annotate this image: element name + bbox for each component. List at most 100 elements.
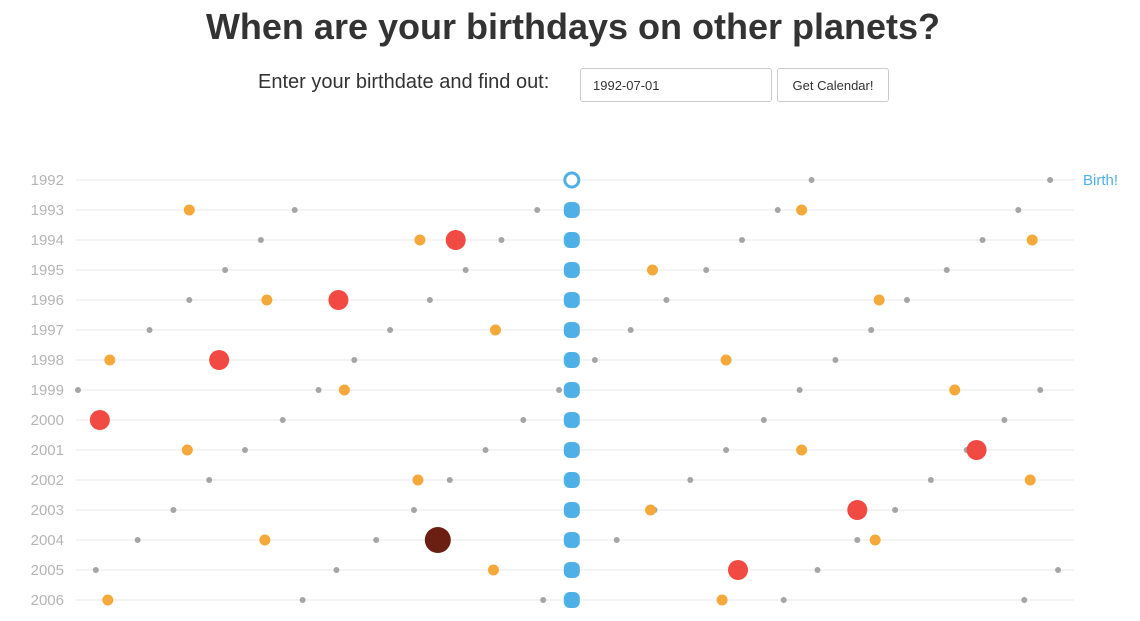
mercury-birthday-marker[interactable] xyxy=(703,267,710,273)
mercury-birthday-marker[interactable] xyxy=(832,357,839,363)
mercury-birthday-marker[interactable] xyxy=(534,207,541,213)
mercury-birthday-marker[interactable] xyxy=(257,237,264,243)
mercury-birthday-marker[interactable] xyxy=(780,597,787,603)
earth-birthday-marker[interactable] xyxy=(563,322,580,338)
mercury-birthday-marker[interactable] xyxy=(299,597,306,603)
venus-birthday-marker[interactable] xyxy=(181,444,193,456)
mercury-birthday-marker[interactable] xyxy=(222,267,229,273)
mercury-birthday-marker[interactable] xyxy=(1015,207,1022,213)
mercury-birthday-marker[interactable] xyxy=(738,237,745,243)
mercury-birthday-marker[interactable] xyxy=(498,237,505,243)
mercury-birthday-marker[interactable] xyxy=(1001,417,1008,423)
venus-birthday-marker[interactable] xyxy=(1024,474,1036,486)
mercury-birthday-marker[interactable] xyxy=(333,567,340,573)
venus-birthday-marker[interactable] xyxy=(796,204,808,216)
mercury-birthday-marker[interactable] xyxy=(92,567,99,573)
venus-birthday-marker[interactable] xyxy=(796,444,808,456)
venus-birthday-marker[interactable] xyxy=(716,594,728,606)
mars-birthday-marker[interactable] xyxy=(847,500,868,520)
mercury-birthday-marker[interactable] xyxy=(279,417,286,423)
earth-birthday-marker[interactable] xyxy=(563,382,580,398)
mars-birthday-marker[interactable] xyxy=(328,290,349,310)
mercury-birthday-marker[interactable] xyxy=(591,357,598,363)
mercury-birthday-marker[interactable] xyxy=(613,537,620,543)
venus-birthday-marker[interactable] xyxy=(873,294,885,306)
mercury-birthday-marker[interactable] xyxy=(74,387,81,393)
mercury-birthday-marker[interactable] xyxy=(723,447,730,453)
venus-birthday-marker[interactable] xyxy=(183,204,195,216)
mercury-birthday-marker[interactable] xyxy=(760,417,767,423)
venus-birthday-marker[interactable] xyxy=(949,384,961,396)
earth-birthday-marker[interactable] xyxy=(563,352,580,368)
venus-birthday-marker[interactable] xyxy=(102,594,114,606)
mercury-birthday-marker[interactable] xyxy=(814,567,821,573)
venus-birthday-marker[interactable] xyxy=(1026,234,1038,246)
venus-birthday-marker[interactable] xyxy=(647,264,659,276)
mercury-birthday-marker[interactable] xyxy=(315,387,322,393)
mercury-birthday-marker[interactable] xyxy=(868,327,875,333)
mercury-birthday-marker[interactable] xyxy=(1037,387,1044,393)
earth-birthday-marker[interactable] xyxy=(563,502,580,518)
mercury-birthday-marker[interactable] xyxy=(979,237,986,243)
get-calendar-button[interactable]: Get Calendar! xyxy=(777,68,889,102)
venus-birthday-marker[interactable] xyxy=(412,474,424,486)
earth-birthday-marker[interactable] xyxy=(563,232,580,248)
mercury-birthday-marker[interactable] xyxy=(186,297,193,303)
earth-birthday-marker[interactable] xyxy=(563,592,580,608)
venus-birthday-marker[interactable] xyxy=(487,564,499,576)
mercury-birthday-marker[interactable] xyxy=(687,477,694,483)
mercury-birthday-marker[interactable] xyxy=(774,207,781,213)
mars-birthday-marker[interactable] xyxy=(209,350,230,370)
mars-birthday-marker[interactable] xyxy=(445,230,466,250)
mercury-birthday-marker[interactable] xyxy=(540,597,547,603)
venus-birthday-marker[interactable] xyxy=(338,384,350,396)
mercury-birthday-marker[interactable] xyxy=(426,297,433,303)
mercury-birthday-marker[interactable] xyxy=(170,507,177,513)
mercury-birthday-marker[interactable] xyxy=(241,447,248,453)
earth-birthday-marker[interactable] xyxy=(563,292,580,308)
mercury-birthday-marker[interactable] xyxy=(663,297,670,303)
earth-birthday-marker[interactable] xyxy=(563,472,580,488)
mercury-birthday-marker[interactable] xyxy=(796,387,803,393)
venus-birthday-marker[interactable] xyxy=(104,354,116,366)
earth-birthday-marker[interactable] xyxy=(563,262,580,278)
mercury-birthday-marker[interactable] xyxy=(482,447,489,453)
mercury-birthday-marker[interactable] xyxy=(351,357,358,363)
mercury-birthday-marker[interactable] xyxy=(943,267,950,273)
venus-birthday-marker[interactable] xyxy=(720,354,732,366)
mercury-birthday-marker[interactable] xyxy=(1047,177,1054,183)
venus-birthday-marker[interactable] xyxy=(414,234,426,246)
mercury-birthday-marker[interactable] xyxy=(556,387,563,393)
mercury-birthday-marker[interactable] xyxy=(291,207,298,213)
earth-birthday-marker[interactable] xyxy=(563,442,580,458)
earth-birthday-marker[interactable] xyxy=(563,532,580,548)
birth-marker[interactable] xyxy=(563,171,581,189)
mercury-birthday-marker[interactable] xyxy=(927,477,934,483)
mercury-birthday-marker[interactable] xyxy=(410,507,417,513)
birthdate-input[interactable] xyxy=(580,68,772,102)
venus-birthday-marker[interactable] xyxy=(259,534,271,546)
mercury-birthday-marker[interactable] xyxy=(854,537,861,543)
mercury-birthday-marker[interactable] xyxy=(462,267,469,273)
mercury-birthday-marker[interactable] xyxy=(808,177,815,183)
venus-birthday-marker[interactable] xyxy=(869,534,881,546)
mercury-birthday-marker[interactable] xyxy=(206,477,213,483)
jupiter-birthday-marker[interactable] xyxy=(424,527,451,553)
venus-birthday-marker[interactable] xyxy=(645,504,657,516)
mercury-birthday-marker[interactable] xyxy=(134,537,141,543)
mars-birthday-marker[interactable] xyxy=(966,440,987,460)
earth-birthday-marker[interactable] xyxy=(563,202,580,218)
mercury-birthday-marker[interactable] xyxy=(892,507,899,513)
mercury-birthday-marker[interactable] xyxy=(627,327,634,333)
mars-birthday-marker[interactable] xyxy=(728,560,749,580)
venus-birthday-marker[interactable] xyxy=(261,294,273,306)
mercury-birthday-marker[interactable] xyxy=(1055,567,1062,573)
mars-birthday-marker[interactable] xyxy=(89,410,110,430)
venus-birthday-marker[interactable] xyxy=(489,324,501,336)
mercury-birthday-marker[interactable] xyxy=(373,537,380,543)
mercury-birthday-marker[interactable] xyxy=(146,327,153,333)
mercury-birthday-marker[interactable] xyxy=(903,297,910,303)
mercury-birthday-marker[interactable] xyxy=(1021,597,1028,603)
earth-birthday-marker[interactable] xyxy=(563,412,580,428)
mercury-birthday-marker[interactable] xyxy=(387,327,394,333)
